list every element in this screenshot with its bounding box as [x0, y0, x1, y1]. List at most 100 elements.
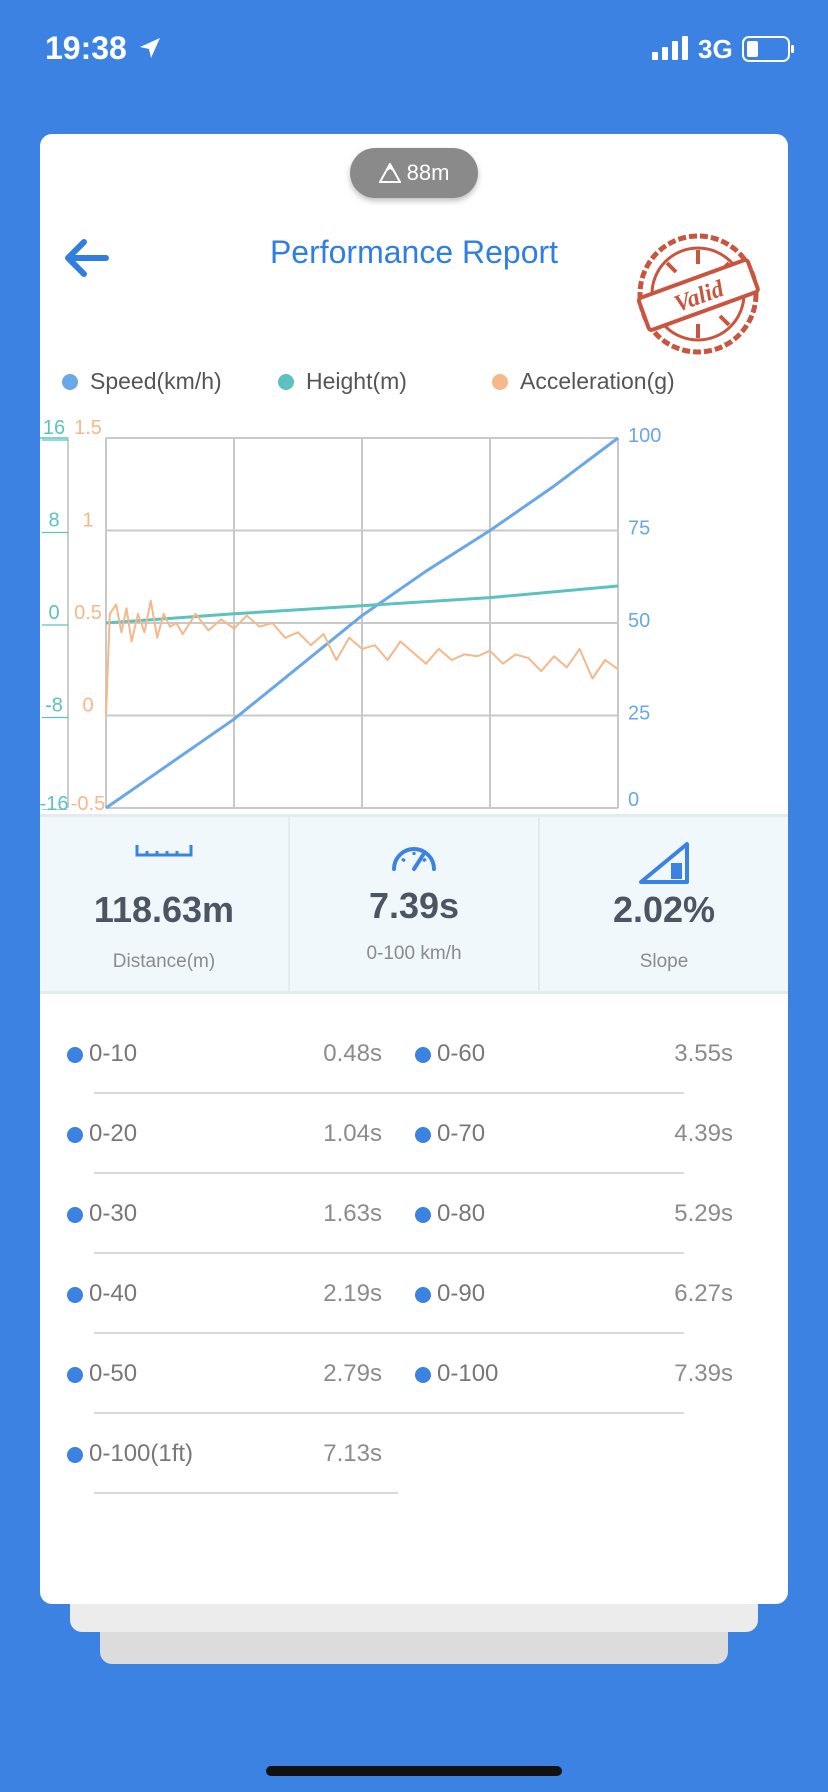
chart-legend: Speed(km/h) Height(m) Acceleration(g): [40, 368, 788, 408]
split-row: 0-100 7.39s: [388, 1334, 788, 1414]
stat-time-value: 7.39s: [368, 885, 460, 926]
split-bullet-icon: [415, 1127, 431, 1143]
split-divider: [94, 1332, 684, 1334]
valid-stamp-icon: Valid: [636, 233, 760, 355]
split-row: 0-50 2.79s: [40, 1334, 388, 1414]
split-time: 5.29s: [674, 1200, 733, 1227]
speed-series-line: [105, 436, 619, 810]
stat-distance: 118.63m Distance(m): [40, 817, 288, 991]
split-label: 0-100(1ft): [89, 1440, 194, 1467]
split-time: 0.48s: [323, 1040, 382, 1067]
split-time: 1.63s: [323, 1200, 382, 1227]
height-tick-label: 16: [43, 420, 65, 439]
page-title: Performance Report: [269, 234, 559, 270]
split-label: 0-50: [89, 1360, 138, 1387]
speed-tick-label: 25: [628, 703, 650, 725]
acceleration-tick-label: 0.5: [74, 602, 102, 624]
split-time: 2.19s: [323, 1280, 382, 1307]
speed-tick-label: 100: [628, 425, 661, 447]
report-card: 88m Performance Report Valid Speed(km/h)…: [40, 134, 788, 1604]
split-label: 0-10: [89, 1040, 138, 1067]
acceleration-tick-label: -0.5: [71, 793, 105, 810]
split-row: 0-60 3.55s: [388, 1014, 788, 1094]
legend-acceleration-dot: [492, 373, 508, 390]
performance-chart: 16 8 0 -8 -16 1.5 1 0.5 0 -0.5 100 75 50 25 0: [40, 420, 661, 810]
stat-time-label: 0-100 km/h: [366, 943, 462, 964]
signal-strength-icon: [652, 36, 688, 60]
split-time: 3.55s: [674, 1040, 733, 1067]
split-bullet-icon: [67, 1367, 83, 1383]
split-bullet-icon: [67, 1287, 83, 1303]
split-bullet-icon: [415, 1207, 431, 1223]
split-time: 1.04s: [323, 1120, 382, 1147]
split-divider: [94, 1172, 684, 1174]
stat-slope-value: 2.02%: [612, 889, 716, 930]
split-time: 7.13s: [323, 1440, 382, 1467]
height-series-line: [105, 584, 619, 625]
altitude-badge: 88m: [350, 148, 478, 198]
legend-speed-label: Speed(km/h): [90, 368, 222, 394]
split-divider: [94, 1492, 398, 1494]
speed-tick-label: 50: [628, 610, 650, 632]
height-tick-label: 8: [48, 510, 59, 532]
split-row: 0-80 5.29s: [388, 1174, 788, 1254]
stat-acceleration-time: 7.39s 0-100 km/h: [288, 817, 538, 991]
split-row: 0-90 6.27s: [388, 1254, 788, 1334]
split-time: 2.79s: [323, 1360, 382, 1387]
split-label: 0-90: [437, 1280, 486, 1307]
split-divider: [94, 1092, 684, 1094]
split-label: 0-100: [437, 1360, 499, 1387]
legend-height: Height(m): [278, 368, 407, 395]
speed-tick-label: 0: [628, 789, 639, 810]
height-tick-label: -8: [45, 695, 63, 717]
split-row: 0-70 4.39s: [388, 1094, 788, 1174]
legend-acceleration-label: Acceleration(g): [520, 368, 675, 394]
split-bullet-icon: [67, 1207, 83, 1223]
home-indicator: [266, 1766, 562, 1776]
legend-height-dot: [278, 373, 294, 390]
battery-icon: [742, 36, 794, 62]
split-time: 7.39s: [674, 1360, 733, 1387]
back-arrow-icon[interactable]: [58, 230, 114, 286]
split-label: 0-70: [437, 1120, 486, 1147]
location-arrow-icon: [140, 38, 160, 58]
acceleration-tick-label: 1: [82, 510, 93, 532]
stat-distance-value: 118.63m: [93, 889, 235, 930]
height-tick-label: 0: [48, 602, 59, 624]
split-bullet-icon: [67, 1127, 83, 1143]
split-divider: [94, 1252, 684, 1254]
status-time: 19:38: [45, 30, 127, 66]
mountain-icon: [378, 163, 401, 183]
split-row: 0-100(1ft) 7.13s: [40, 1414, 388, 1494]
acceleration-series-line: [105, 599, 619, 716]
split-row: 0-10 0.48s: [40, 1014, 388, 1094]
slope-icon: [639, 842, 689, 884]
split-bullet-icon: [415, 1367, 431, 1383]
ruler-icon: [135, 845, 193, 857]
stats-panel: 118.63m Distance(m) 7.39s 0-100 km/h 2.0…: [40, 814, 788, 994]
split-bullet-icon: [415, 1287, 431, 1303]
split-label: 0-40: [89, 1280, 138, 1307]
split-row: 0-30 1.63s: [40, 1174, 388, 1254]
legend-height-label: Height(m): [306, 368, 407, 394]
stat-distance-label: Distance(m): [112, 951, 216, 972]
status-bar: 19:38 3G: [0, 0, 828, 100]
stat-slope-label: Slope: [639, 951, 689, 972]
split-bullet-icon: [67, 1447, 83, 1463]
acceleration-tick-label: 0: [82, 695, 93, 717]
stat-slope: 2.02% Slope: [538, 817, 788, 991]
altitude-value: 88m: [406, 160, 450, 185]
network-type: 3G: [698, 34, 733, 64]
split-label: 0-60: [437, 1040, 486, 1067]
split-row: 0-40 2.19s: [40, 1254, 388, 1334]
split-row: 0-20 1.04s: [40, 1094, 388, 1174]
split-time: 4.39s: [674, 1120, 733, 1147]
split-label: 0-80: [437, 1200, 486, 1227]
split-label: 0-30: [89, 1200, 138, 1227]
legend-speed-dot: [62, 373, 78, 390]
legend-speed: Speed(km/h): [62, 368, 222, 395]
speedometer-icon: [392, 847, 436, 871]
speed-tick-label: 75: [628, 518, 650, 540]
split-label: 0-20: [89, 1120, 138, 1147]
split-bullet-icon: [67, 1047, 83, 1063]
